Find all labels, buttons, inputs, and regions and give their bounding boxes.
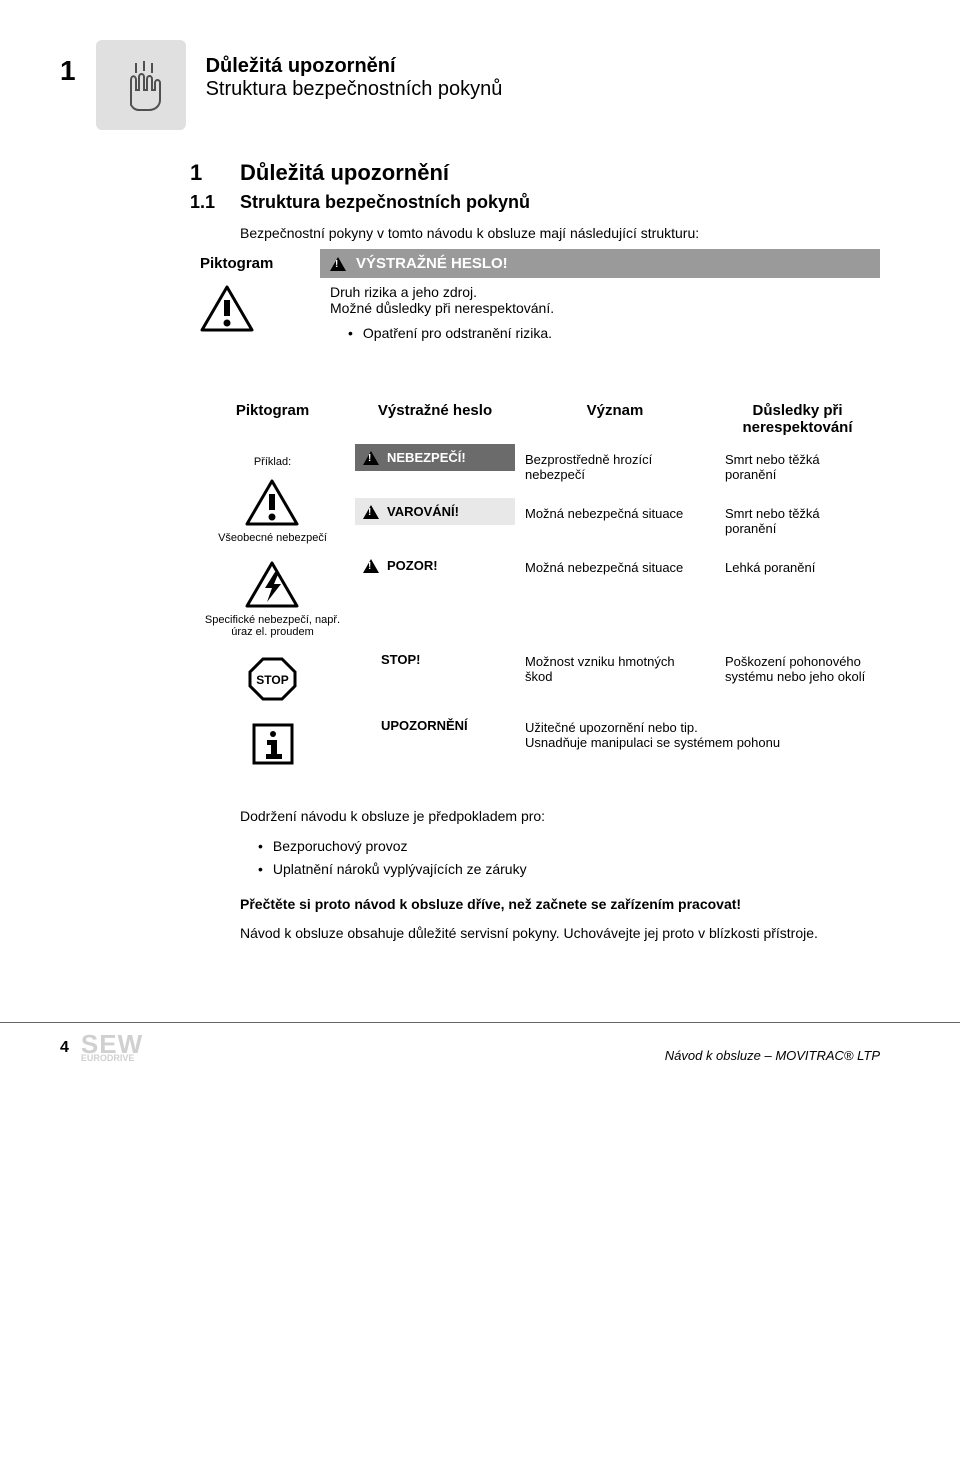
signal-meaning-table: Piktogram Výstražné heslo Význam Důsledk… xyxy=(190,394,880,776)
list-item: Bezporuchový provoz xyxy=(258,835,880,857)
consequence-cell: Poškození pohonového systému nebo jeho o… xyxy=(715,646,880,712)
table-header: Důsledky při nerespektování xyxy=(715,394,880,444)
warning-triangle-icon xyxy=(363,451,379,465)
consequence-cell: Smrt nebo těžká poranění xyxy=(715,498,880,552)
table-row: UPOZORNĚNÍ Užitečné upozornění nebo tip.… xyxy=(190,712,880,776)
meaning-cell: Možnost vzniku hmotných škod xyxy=(515,646,715,712)
body-paragraph: Návod k obsluze obsahuje důležité servis… xyxy=(240,923,880,944)
signal-structure-box: Piktogram VÝSTRAŽNÉ HESLO! xyxy=(190,249,880,364)
body-paragraph: Dodržení návodu k obsluze je předpoklade… xyxy=(240,806,880,827)
signal-bar: VÝSTRAŽNÉ HESLO! xyxy=(320,249,880,278)
subsection-heading: 1.1 Struktura bezpečnostních pokynů xyxy=(190,192,880,213)
meaning-cell: Možná nebezpečná situace xyxy=(515,552,715,646)
subsection-title: Struktura bezpečnostních pokynů xyxy=(240,192,530,213)
piktogram-label: Piktogram xyxy=(190,249,320,278)
section-heading: 1 Důležitá upozornění xyxy=(190,160,880,186)
pikto-caption: Příklad: xyxy=(200,456,345,468)
page: 1 Důležitá upozornění Struktura bezpečno… xyxy=(0,0,960,982)
signal-word-caution: POZOR! xyxy=(355,552,515,579)
table-header: Význam xyxy=(515,394,715,444)
svg-text:STOP: STOP xyxy=(256,673,288,687)
consequence-cell: Lehká poranění xyxy=(715,552,880,646)
table-row: Příklad: Všeobecné nebezpečí xyxy=(190,444,880,498)
section-title: Důležitá upozornění xyxy=(240,160,449,186)
remedy-line: Opatření pro odstranění rizika. xyxy=(348,322,870,344)
warning-triangle-icon xyxy=(330,257,346,271)
signal-word-note: UPOZORNĚNÍ xyxy=(355,712,515,739)
intro-text: Bezpečnostní pokyny v tomto návodu k obs… xyxy=(240,225,880,241)
general-warning-icon xyxy=(200,284,255,334)
stop-icon: STOP xyxy=(245,654,300,704)
signal-word-warning: VAROVÁNÍ! xyxy=(355,498,515,525)
brand-logo: SEW EURODRIVE xyxy=(81,1033,143,1063)
signal-bar-text: VÝSTRAŽNÉ HESLO! xyxy=(356,255,508,272)
risk-type-line: Druh rizika a jeho zdroj. xyxy=(330,284,870,300)
warning-triangle-icon xyxy=(363,559,379,573)
table-row: Specifické nebezpečí, např. úraz el. pro… xyxy=(190,552,880,646)
meaning-cell: Možná nebezpečná situace xyxy=(515,498,715,552)
consequence-cell: Smrt nebo těžká poranění xyxy=(715,444,880,498)
table-header: Výstražné heslo xyxy=(355,394,515,444)
signal-word-stop: STOP! xyxy=(355,646,515,673)
list-item: Uplatnění nároků vyplývajících ze záruky xyxy=(258,858,880,880)
header-title: Důležitá upozornění xyxy=(206,55,503,78)
page-footer: 4 SEW EURODRIVE Návod k obsluze – MOVITR… xyxy=(0,1022,960,1083)
table-header: Piktogram xyxy=(190,394,355,444)
pikto-caption: Specifické nebezpečí, např. úraz el. pro… xyxy=(200,614,345,638)
meaning-cell: Usnadňuje manipulaci se systémem pohonu xyxy=(525,735,870,750)
page-header: 1 Důležitá upozornění Struktura bezpečno… xyxy=(60,40,880,130)
table-row: STOP STOP! Možnost vzniku hmotných škod … xyxy=(190,646,880,712)
chapter-number: 1 xyxy=(60,55,76,87)
hand-point-icon xyxy=(96,40,186,130)
meaning-cell: Bezprostředně hrozící nebezpečí xyxy=(515,444,715,498)
body-paragraph-bold: Přečtěte si proto návod k obsluze dříve,… xyxy=(240,894,880,915)
signal-word-danger: NEBEZPEČÍ! xyxy=(355,444,515,471)
section-number: 1 xyxy=(190,160,240,186)
header-subtitle: Struktura bezpečnostních pokynů xyxy=(206,78,503,101)
electrical-hazard-icon xyxy=(245,560,300,610)
info-icon xyxy=(249,720,297,768)
consequence-line: Možné důsledky při nerespektování. xyxy=(330,300,870,316)
general-warning-icon xyxy=(245,478,300,528)
warning-triangle-icon xyxy=(363,505,379,519)
pikto-caption: Všeobecné nebezpečí xyxy=(200,532,345,544)
subsection-number: 1.1 xyxy=(190,192,240,213)
page-number: 4 xyxy=(60,1039,69,1057)
meaning-cell: Užitečné upozornění nebo tip. xyxy=(525,720,870,735)
footer-doc-title: Návod k obsluze – MOVITRAC® LTP xyxy=(665,1048,880,1063)
body-bullet-list: Bezporuchový provoz Uplatnění nároků vyp… xyxy=(240,835,880,880)
